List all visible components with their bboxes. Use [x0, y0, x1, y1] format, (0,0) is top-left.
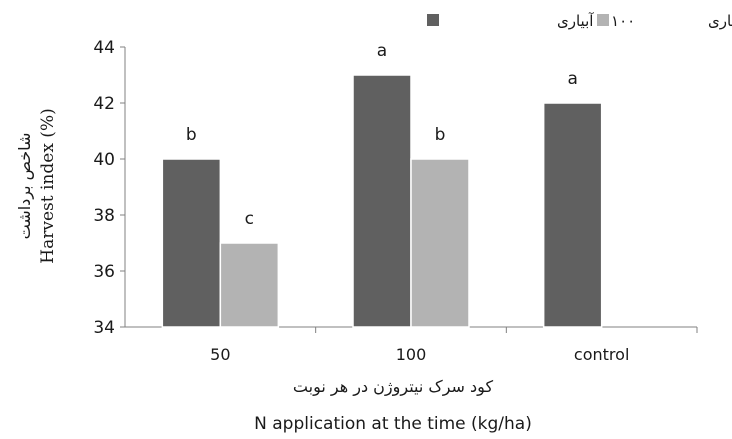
x-axis-label: N application at the time (kg/ha)	[254, 414, 532, 434]
significance-labels: b c a b a	[186, 41, 578, 229]
bar-50-series-1	[161, 158, 222, 328]
x-tick-label: 100	[396, 345, 427, 364]
legend: ۱۰۰ ٪ آبیاری ۷۰ ٪ آبیاری	[427, 12, 732, 30]
x-axis-label-persian: کود سرک نیتروژن در هر نوبت	[293, 377, 494, 397]
bar-100-series-1	[352, 74, 412, 328]
legend-label-70-percent: ۷۰ ٪ آبیاری	[708, 12, 732, 30]
y-axis-label: Harvest index (%)	[38, 108, 58, 263]
bars	[161, 74, 603, 328]
legend-swatch-70-percent	[597, 14, 609, 26]
x-tick-label: control	[574, 345, 629, 364]
bar-control-series-1	[542, 102, 603, 328]
significance-letter: b	[186, 125, 197, 145]
x-axis-tick-labels: 50 100 control	[210, 345, 629, 364]
y-tick-label: 42	[93, 94, 115, 114]
y-axis-ticks: 34 36 38 40 42 44	[93, 38, 125, 338]
legend-label-100-percent: ۱۰۰ ٪ آبیاری	[557, 12, 635, 30]
significance-letter: a	[377, 41, 387, 61]
y-tick-label: 40	[93, 150, 115, 170]
significance-letter: a	[567, 69, 577, 89]
bar-50-series-2	[219, 242, 280, 328]
y-tick-label: 44	[93, 38, 115, 58]
y-tick-label: 38	[93, 206, 115, 226]
legend-swatch-100-percent	[427, 14, 439, 26]
x-tick-label: 50	[210, 345, 230, 364]
y-tick-label: 34	[93, 318, 115, 338]
significance-letter: c	[245, 209, 254, 229]
y-tick-label: 36	[93, 262, 115, 282]
y-axis-label-persian: شاخص برداشت	[15, 133, 35, 240]
bar-100-series-2	[410, 158, 470, 328]
significance-letter: b	[435, 125, 446, 145]
